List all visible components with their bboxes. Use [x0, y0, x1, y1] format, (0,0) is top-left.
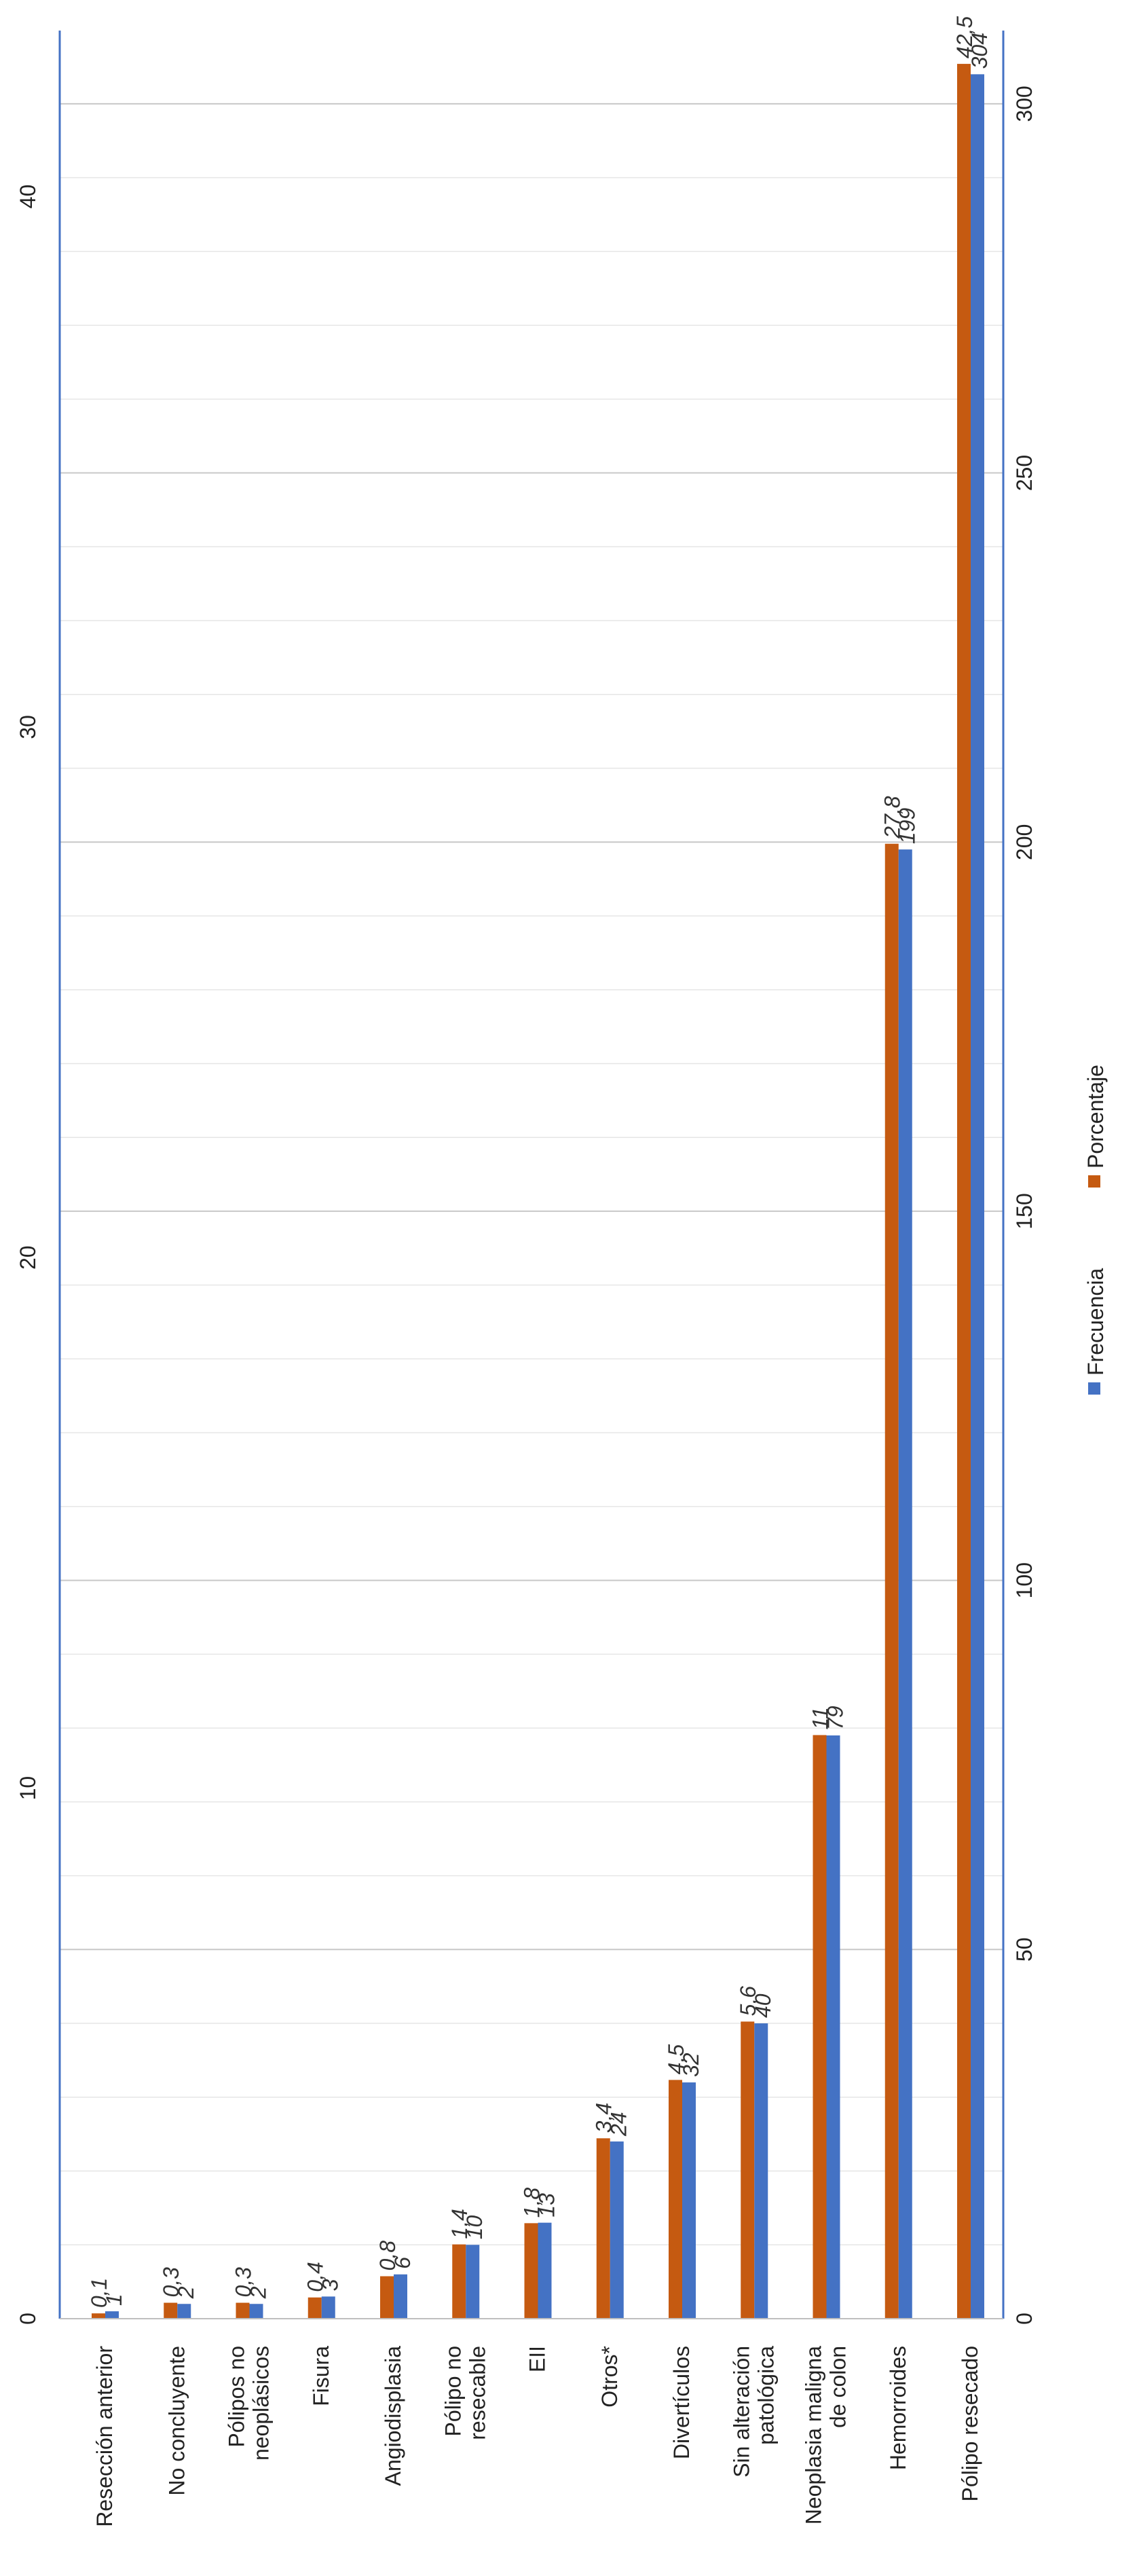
bar-porcentaje: [813, 1735, 827, 2319]
legend-label: Frecuencia: [1083, 1268, 1108, 1376]
data-label-porcentaje: 0,3: [159, 2267, 183, 2298]
category-label: Neoplasia maligna: [802, 2346, 826, 2524]
bar-frecuencia: [898, 849, 912, 2319]
data-label-frecuencia: 2: [174, 2286, 198, 2299]
bar-porcentaje: [452, 2244, 466, 2319]
data-label-porcentaje: 0,8: [375, 2241, 400, 2271]
bars: [92, 64, 984, 2319]
data-label-frecuencia: 13: [535, 2193, 559, 2218]
left-axis-tick-label: 30: [16, 715, 40, 739]
category-label: resecable: [465, 2346, 489, 2440]
bar-frecuencia: [971, 74, 984, 2319]
bar-frecuencia: [249, 2304, 263, 2319]
data-label-frecuencia: 79: [823, 1706, 848, 1730]
bar-porcentaje: [741, 2021, 755, 2319]
legend-swatch: [1088, 1175, 1100, 1188]
data-label-porcentaje: 5,6: [736, 1986, 760, 2017]
category-label: No concluyente: [164, 2346, 189, 2496]
bar-porcentaje: [524, 2223, 538, 2319]
category-label: Otros*: [597, 2346, 622, 2408]
bar-frecuencia: [321, 2296, 335, 2319]
right-axis-tick-label: 0: [1012, 2313, 1037, 2325]
category-label: patológica: [753, 2346, 778, 2445]
right-axis-tick-label: 50: [1012, 1938, 1037, 1962]
data-label-frecuencia: 40: [751, 1993, 775, 2018]
data-label-porcentaje: 4,5: [664, 2044, 688, 2075]
data-labels: 0,110,32 0,320,430,861,4101,8133,4244,532…: [87, 16, 992, 2308]
data-label-frecuencia: 199: [895, 808, 920, 845]
bar-porcentaje: [884, 843, 899, 2319]
data-label-porcentaje: 42,5: [952, 16, 977, 58]
axes: 0 10 20 30 40 0 50 100 150 200 250 300: [16, 31, 1037, 2325]
data-label-frecuencia: 24: [607, 2112, 631, 2137]
left-axis-tick-label: 0: [16, 2313, 40, 2325]
category-label: Resección anterior: [92, 2346, 117, 2527]
data-label-porcentaje: 0,4: [303, 2262, 328, 2292]
data-label-frecuencia: 10: [462, 2215, 487, 2239]
data-label-frecuencia: 3: [318, 2279, 343, 2291]
right-axis-tick-label: 300: [1012, 86, 1037, 122]
data-label-frecuencia: 1: [102, 2294, 126, 2306]
legend: Frecuencia Porcentaje: [1083, 1065, 1108, 1395]
bar-porcentaje: [164, 2302, 178, 2319]
data-label-porcentaje: 27,8: [880, 796, 905, 839]
right-axis-tick-label: 100: [1012, 1562, 1037, 1598]
category-label: de colon: [826, 2346, 851, 2428]
category-label: Fisura: [309, 2346, 333, 2406]
bar-porcentaje: [92, 2313, 105, 2319]
data-label-porcentaje: 1,4: [447, 2209, 472, 2239]
category-label: Sin alteración: [729, 2346, 753, 2478]
left-axis-tick-label: 20: [16, 1245, 40, 1270]
category-labels: Resección anterior No concluyente Pólipos …: [92, 2346, 982, 2527]
right-axis-tick-label: 250: [1012, 455, 1037, 491]
bar-frecuencia: [538, 2222, 552, 2319]
data-label-frecuencia: 2: [246, 2286, 271, 2299]
bar-frecuencia: [826, 1735, 840, 2319]
category-label: Pólipos no: [225, 2346, 249, 2447]
bar-frecuencia: [754, 2023, 768, 2319]
bar-frecuencia: [105, 2311, 119, 2319]
left-axis-tick-label: 10: [16, 1776, 40, 1801]
category-label: neoplásicos: [249, 2346, 274, 2461]
bar-frecuencia: [177, 2304, 191, 2319]
bar-frecuencia: [394, 2274, 407, 2319]
data-label-frecuencia: 32: [679, 2053, 703, 2077]
bar-porcentaje: [669, 2080, 682, 2319]
bar-frecuencia: [466, 2245, 480, 2319]
bar-frecuencia: [610, 2141, 624, 2319]
category-label: EII: [525, 2346, 550, 2372]
bar-porcentaje: [380, 2276, 394, 2319]
data-label-porcentaje: 11: [808, 1707, 833, 1729]
data-label-porcentaje: 0,3: [231, 2267, 256, 2298]
category-label: Divertículos: [669, 2346, 694, 2459]
gridlines: [60, 103, 1003, 2319]
data-label-porcentaje: 3,4: [592, 2103, 616, 2133]
category-label: Angiodisplasia: [381, 2346, 405, 2486]
data-label-frecuencia: 304: [967, 33, 992, 69]
bar-porcentaje: [957, 64, 971, 2319]
right-axis-tick-label: 200: [1012, 824, 1037, 860]
legend-swatch: [1088, 1382, 1100, 1395]
bar-frecuencia: [682, 2082, 696, 2319]
bar-porcentaje: [596, 2138, 610, 2319]
legend-label: Porcentaje: [1083, 1065, 1108, 1169]
category-label: Hemorroides: [886, 2346, 910, 2470]
bar-porcentaje: [307, 2297, 322, 2319]
data-label-porcentaje: 0,1: [87, 2278, 111, 2308]
left-axis-tick-label: 40: [16, 185, 40, 209]
data-label-porcentaje: 1,8: [520, 2188, 544, 2218]
category-label: Pólipo no: [441, 2346, 465, 2436]
right-axis-tick-label: 150: [1012, 1193, 1037, 1229]
category-label: Pólipo resecado: [958, 2346, 982, 2501]
data-label-frecuencia: 6: [390, 2257, 415, 2269]
bar-porcentaje: [236, 2302, 250, 2319]
